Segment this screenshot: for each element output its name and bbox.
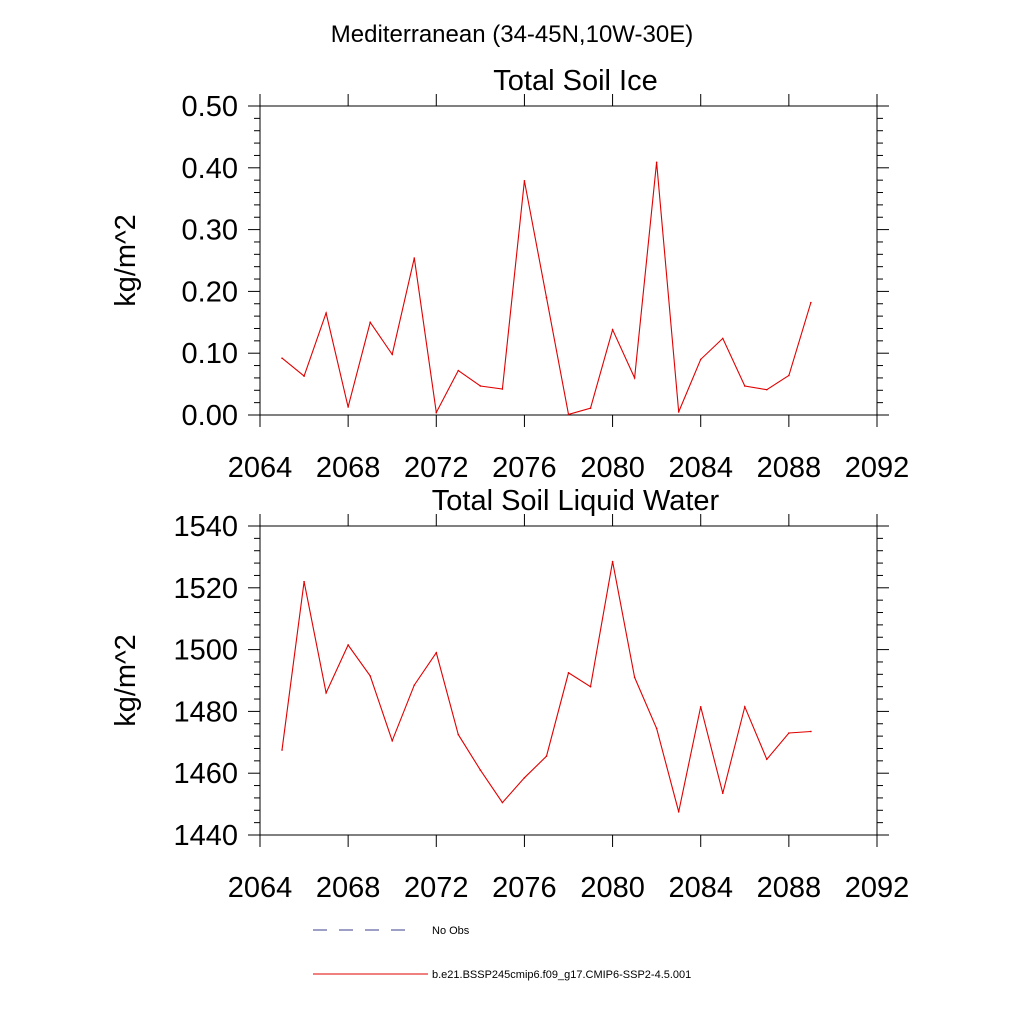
series-line bbox=[281, 162, 812, 416]
data-point bbox=[347, 644, 349, 646]
y-tick-label: 0.30 bbox=[182, 215, 238, 247]
data-point bbox=[743, 705, 746, 708]
data-point bbox=[501, 801, 504, 804]
panel-total-soil-ice: Total Soil Ice 2064 2068 2072 2076 2080 2084 20… bbox=[110, 65, 909, 484]
data-point bbox=[766, 758, 768, 761]
data-point bbox=[523, 179, 526, 182]
legend-label-model: b.e21.BSSP245cmip6.f09_g17.CMIP6-SSP2-4.… bbox=[432, 969, 691, 981]
y-tick-label: 0.00 bbox=[182, 400, 238, 432]
x-tick-label: 2076 bbox=[492, 872, 557, 904]
data-point bbox=[567, 671, 570, 674]
y-tick-label: 1500 bbox=[173, 635, 238, 667]
data-point bbox=[567, 413, 570, 416]
data-point bbox=[303, 580, 305, 583]
data-point bbox=[810, 730, 812, 733]
data-point bbox=[369, 675, 371, 677]
data-point bbox=[369, 321, 371, 324]
data-point bbox=[281, 749, 283, 751]
data-point bbox=[766, 388, 768, 391]
data-point bbox=[788, 732, 790, 734]
data-point bbox=[347, 406, 349, 408]
data-point bbox=[721, 792, 724, 795]
x-tick-label: 2072 bbox=[404, 872, 469, 904]
data-point bbox=[325, 312, 327, 314]
data-point bbox=[457, 369, 460, 372]
data-point bbox=[677, 811, 680, 813]
data-point bbox=[655, 161, 658, 164]
x-tick-label: 2076 bbox=[492, 452, 557, 484]
data-point bbox=[633, 377, 636, 379]
plot-frame bbox=[259, 105, 878, 416]
x-tick-label: 2072 bbox=[404, 452, 469, 484]
x-tick-label: 2080 bbox=[580, 452, 645, 484]
y-tick-label: 1520 bbox=[173, 573, 238, 605]
data-point bbox=[391, 353, 394, 356]
x-tick-label: 2064 bbox=[228, 872, 293, 904]
data-point bbox=[413, 684, 416, 686]
data-point bbox=[633, 676, 636, 679]
y-tick-label: 1540 bbox=[173, 511, 238, 543]
legend: No Obs b.e21.BSSP245cmip6.f09_g17.CMIP6-… bbox=[313, 925, 691, 981]
chart-title: Total Soil Ice bbox=[493, 65, 657, 97]
y-tick-label: 0.50 bbox=[182, 91, 238, 123]
y-tick-label: 1480 bbox=[173, 696, 238, 728]
data-point bbox=[479, 769, 482, 771]
x-tick-label: 2064 bbox=[228, 452, 293, 484]
data-point bbox=[435, 411, 438, 414]
x-tick-label: 2088 bbox=[757, 452, 822, 484]
y-tick-label: 0.10 bbox=[182, 338, 238, 370]
data-point bbox=[655, 727, 658, 730]
x-tick-label: 2084 bbox=[668, 872, 733, 904]
chart-title: Total Soil Liquid Water bbox=[432, 485, 720, 517]
y-axis-label: kg/m^2 bbox=[110, 634, 142, 727]
data-point bbox=[523, 777, 526, 779]
data-point bbox=[589, 407, 592, 410]
x-tick-label: 2080 bbox=[580, 872, 645, 904]
data-point bbox=[457, 733, 460, 736]
data-point bbox=[501, 388, 504, 390]
data-point bbox=[325, 692, 327, 694]
x-tick-label: 2092 bbox=[845, 452, 910, 484]
data-point bbox=[699, 705, 702, 708]
data-point bbox=[810, 301, 812, 304]
series-line bbox=[281, 561, 811, 812]
y-tick-label: 0.20 bbox=[182, 276, 238, 308]
data-point bbox=[413, 257, 416, 259]
y-axis-label: kg/m^2 bbox=[110, 214, 142, 307]
x-tick-label: 2084 bbox=[668, 452, 733, 484]
data-point bbox=[479, 385, 482, 387]
data-point bbox=[589, 685, 592, 688]
data-point bbox=[743, 385, 746, 387]
panel-total-soil-liquid-water: Total Soil Liquid Water 2064 2068 2072 2076 2… bbox=[110, 485, 909, 904]
data-point bbox=[281, 357, 283, 359]
x-tick-label: 2068 bbox=[316, 452, 381, 484]
data-point bbox=[435, 651, 438, 654]
data-point bbox=[545, 755, 548, 758]
y-tick-label: 0.40 bbox=[182, 153, 238, 185]
data-point bbox=[611, 560, 614, 563]
data-point bbox=[677, 411, 680, 413]
figure-title: Mediterranean (34-45N,10W-30E) bbox=[331, 21, 693, 48]
y-tick-label: 1440 bbox=[173, 820, 238, 852]
y-tick-label: 1460 bbox=[173, 758, 238, 790]
x-tick-label: 2092 bbox=[845, 872, 910, 904]
data-point bbox=[391, 739, 394, 742]
data-point bbox=[721, 337, 724, 340]
x-tick-label: 2088 bbox=[757, 872, 822, 904]
x-tick-label: 2068 bbox=[316, 872, 381, 904]
data-point bbox=[699, 358, 702, 361]
plot-frame bbox=[259, 525, 878, 836]
data-point bbox=[545, 296, 548, 299]
data-point bbox=[303, 375, 305, 377]
data-point bbox=[611, 328, 614, 331]
legend-label-no-obs: No Obs bbox=[432, 925, 470, 937]
data-point bbox=[788, 374, 790, 377]
